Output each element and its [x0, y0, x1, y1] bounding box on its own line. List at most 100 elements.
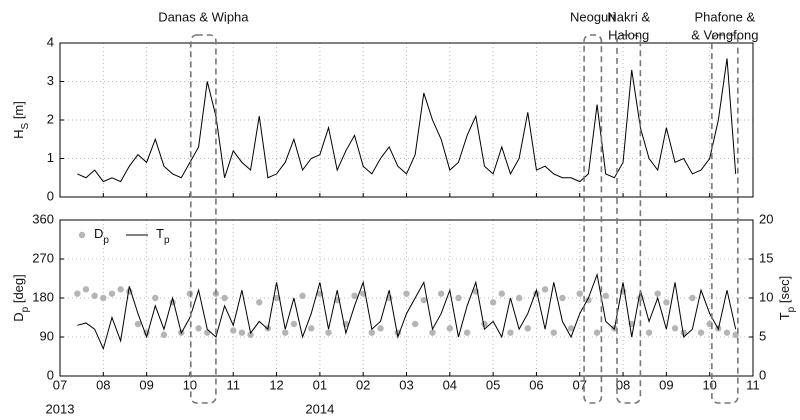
y-axis-label: HS [m] — [11, 101, 31, 139]
event-box — [190, 34, 217, 404]
x-tick-label: 09 — [139, 377, 153, 392]
scatter-point — [74, 290, 81, 297]
event-box — [711, 34, 739, 404]
x-tick-label: 11 — [746, 377, 760, 392]
legend-label: Dp — [94, 226, 109, 246]
x-tick-label: 08 — [616, 377, 630, 392]
y2-tick-label: 20 — [759, 211, 773, 226]
scatter-point — [689, 294, 696, 302]
scatter-point — [117, 286, 124, 293]
scatter-point — [230, 327, 237, 334]
scatter-point — [160, 331, 168, 339]
scatter-point — [507, 329, 514, 336]
scatter-point — [663, 299, 670, 306]
scatter-point — [308, 325, 315, 332]
series-line — [77, 58, 737, 183]
scatter-point — [247, 331, 254, 339]
x-tick-label: 04 — [443, 377, 457, 392]
scatter-point — [559, 294, 566, 302]
scatter-point — [654, 290, 661, 297]
scatter-point — [576, 290, 583, 297]
scatter-point — [697, 329, 705, 336]
y2-tick-label: 0 — [759, 367, 766, 382]
x-tick-label: 02 — [356, 377, 370, 392]
event-label: & Vongfong — [691, 27, 758, 42]
series-line — [77, 272, 737, 351]
x-tick-label: 11 — [227, 377, 241, 392]
y-tick-label: 90 — [40, 328, 54, 343]
scatter-point — [152, 294, 159, 302]
scatter-point — [108, 290, 116, 297]
scatter-point — [299, 292, 306, 300]
scatter-point — [437, 290, 445, 297]
scatter-point — [403, 290, 410, 297]
scatter-point — [420, 296, 428, 304]
scatter-point — [550, 329, 557, 336]
scatter-point — [680, 329, 687, 336]
x-tick-label: 09 — [659, 377, 673, 392]
y-tick-label: 0 — [47, 367, 54, 382]
scatter-point — [221, 294, 228, 302]
y2-tick-label: 5 — [759, 328, 766, 343]
scatter-point — [567, 325, 575, 332]
x-tick-label: 01 — [313, 377, 327, 392]
scatter-point — [645, 329, 653, 336]
scatter-point — [446, 325, 454, 332]
scatter-point — [515, 294, 523, 302]
year-label: 2013 — [46, 401, 75, 416]
y2-axis-label: Tp [sec] — [777, 276, 797, 321]
scatter-point — [325, 329, 332, 336]
scatter-point — [82, 286, 90, 293]
event-label: Neoguri — [570, 9, 616, 24]
scatter-point — [602, 292, 609, 300]
legend-marker — [78, 231, 86, 239]
x-tick-label: 12 — [269, 377, 283, 392]
scatter-point — [377, 325, 384, 332]
scatter-point — [290, 320, 298, 328]
scatter-point — [351, 292, 358, 300]
y-axis-label: Dp [deg] — [11, 274, 31, 321]
scatter-point — [195, 325, 202, 332]
scatter-point — [463, 329, 471, 336]
scatter-point — [489, 299, 497, 306]
y-tick-label: 180 — [32, 289, 54, 304]
scatter-point — [100, 294, 107, 302]
scatter-point — [256, 299, 263, 306]
scatter-point — [524, 325, 531, 332]
y-tick-label: 3 — [47, 73, 54, 88]
scatter-point — [204, 329, 211, 336]
y-tick-label: 270 — [32, 250, 54, 265]
x-tick-label: 03 — [399, 377, 413, 392]
scatter-point — [429, 329, 436, 336]
scatter-point — [134, 320, 142, 328]
event-box — [616, 34, 642, 404]
legend-label: Tp — [156, 226, 170, 246]
x-tick-label: 10 — [183, 377, 197, 392]
scatter-point — [481, 320, 488, 328]
y-tick-label: 360 — [32, 211, 54, 226]
event-label: Phafone & — [694, 9, 755, 24]
scatter-point — [411, 320, 419, 328]
x-tick-label: 05 — [486, 377, 500, 392]
scatter-point — [541, 286, 549, 293]
scatter-point — [723, 329, 731, 336]
event-label: Nakri & — [607, 9, 650, 24]
event-label: Danas & Wipha — [158, 9, 249, 24]
year-label: 2014 — [305, 401, 334, 416]
scatter-point — [593, 329, 601, 336]
scatter-point — [455, 294, 462, 302]
scatter-point — [91, 292, 98, 300]
scatter-point — [671, 325, 679, 332]
x-tick-label: 07 — [53, 377, 67, 392]
event-box — [583, 34, 603, 404]
scatter-point — [498, 290, 505, 297]
scatter-point — [238, 329, 246, 336]
scatter-point — [282, 329, 289, 336]
x-tick-label: 10 — [702, 377, 716, 392]
scatter-point — [186, 290, 194, 297]
scatter-point — [368, 329, 376, 336]
y-tick-label: 0 — [47, 188, 54, 203]
y2-tick-label: 10 — [759, 289, 773, 304]
x-tick-label: 08 — [96, 377, 110, 392]
